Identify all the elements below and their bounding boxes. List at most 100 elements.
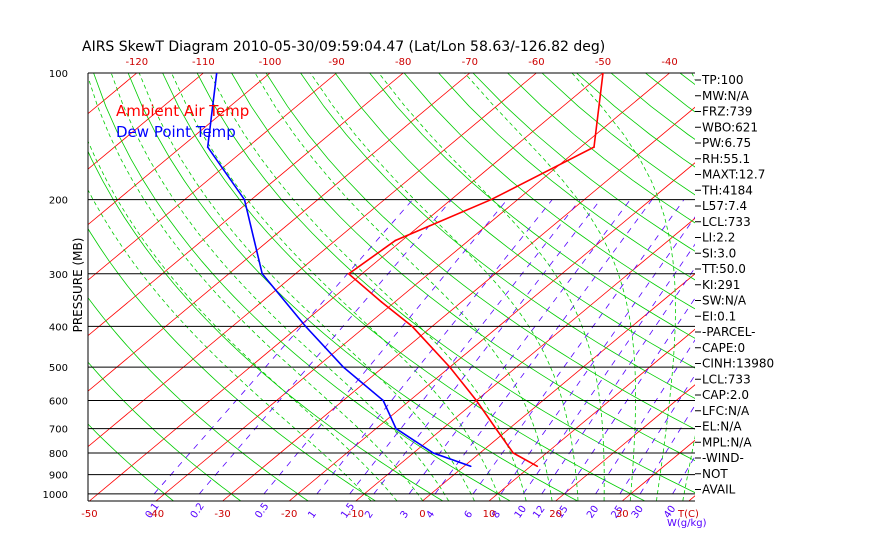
index-value: RH:55.1	[702, 152, 750, 166]
index-value: MW:N/A	[702, 89, 750, 103]
index-value: WBO:621	[702, 120, 758, 134]
dry-adiabat-line	[196, 73, 695, 494]
index-value: CAPE:0	[702, 341, 745, 355]
top-temperature-tick-label: -120	[125, 57, 148, 68]
moist-adiabat-line	[88, 140, 398, 501]
bottom-temperature-tick-label: 0	[419, 509, 425, 520]
mixing-ratio-line	[316, 199, 553, 495]
dew-point-point	[382, 399, 384, 402]
bottom-temperature-tick-label: -20	[281, 509, 297, 520]
dry-adiabat-line	[403, 73, 695, 310]
dry-adiabat-line	[88, 297, 309, 501]
moist-adiabat-line	[310, 73, 579, 501]
index-value: -WIND-	[702, 451, 744, 465]
index-value: TH:4184	[701, 183, 753, 197]
dry-adiabat-line	[93, 73, 511, 501]
air-temperature-point	[347, 272, 350, 275]
isotherm-line	[488, 328, 695, 501]
mixing-ratio-tick-label: 2	[363, 509, 376, 521]
moist-adiabat-line	[571, 73, 676, 501]
dry-adiabat-line	[162, 73, 646, 501]
dew-point-point	[342, 366, 345, 368]
pressure-tick-label: 300	[49, 270, 68, 281]
pressure-tick-label: 200	[49, 196, 68, 207]
mixing-ratio-tick-label: 1	[306, 509, 319, 521]
moist-adiabat-line	[682, 73, 695, 501]
air-temperature-point	[602, 73, 604, 74]
isotherm-line	[88, 73, 204, 170]
top-temperature-tick-label: -110	[192, 57, 215, 68]
index-value: SI:3.0	[702, 246, 736, 260]
dew-point-point	[395, 427, 397, 430]
index-value: LFC:N/A	[702, 404, 750, 418]
bottom-temperature-tick-label: -30	[214, 509, 230, 520]
moist-adiabat-line	[88, 189, 372, 501]
isotherm-line	[89, 73, 604, 501]
index-value: LCL:733	[702, 215, 751, 229]
air-temperature-point	[475, 399, 478, 402]
air-temperature-point	[394, 239, 397, 242]
top-temperature-tick-label: -70	[462, 57, 478, 68]
index-value: KI:291	[702, 278, 740, 292]
air-temperature-point	[495, 427, 497, 430]
air-temperature-profile	[347, 73, 604, 468]
bottom-temperature-tick-label: -50	[81, 509, 97, 520]
index-value: L57:7.4	[702, 199, 747, 213]
chart-title: AIRS SkewT Diagram 2010-05-30/09:59:04.4…	[82, 39, 605, 55]
index-value: EI:0.1	[702, 309, 736, 323]
mixing-ratio-tick-label: 4	[425, 509, 438, 521]
dew-point-point	[243, 198, 246, 201]
x-axis-label: T(C)	[677, 509, 699, 520]
index-value: CINH:13980	[702, 357, 774, 371]
isotherm-line	[155, 73, 670, 501]
moist-adiabat-line	[110, 73, 450, 501]
y-axis-label: PRESSURE (MB)	[71, 238, 85, 333]
dew-point-point	[215, 73, 218, 74]
index-value: -PARCEL-	[702, 325, 756, 339]
dew-point-profile	[206, 73, 471, 468]
isotherm-line	[88, 73, 271, 226]
dry-adiabat-line	[334, 73, 695, 369]
index-value: TT:50.0	[701, 262, 746, 276]
index-value: NOT	[702, 467, 728, 481]
pressure-tick-label: 700	[49, 425, 68, 436]
pressure-tick-label: 900	[49, 471, 68, 482]
air-temperature-point	[380, 301, 383, 303]
mixing-ratio-line	[349, 199, 581, 495]
mixing-ratio-line	[373, 199, 601, 495]
moist-adiabat-line	[88, 75, 424, 501]
pressure-tick-label: 1000	[43, 490, 68, 501]
dry-adiabat-line	[472, 73, 695, 252]
top-temperature-tick-label: -90	[328, 57, 344, 68]
index-value: FRZ:739	[702, 105, 752, 119]
air-temperature-point	[593, 146, 595, 148]
index-value: TP:100	[701, 73, 744, 87]
isotherm-line	[355, 217, 695, 501]
moist-adiabat-line	[464, 73, 637, 501]
bottom-temperature-tick-label: 30	[616, 509, 629, 520]
mixing-ratio-line	[153, 199, 413, 495]
top-temperature-tick-label: -100	[259, 57, 282, 68]
air-temperature-point	[512, 452, 515, 454]
mixing-ratio-tick-label: 8	[490, 509, 503, 521]
dry-adiabat-line	[88, 423, 174, 501]
moist-adiabat-line	[378, 73, 605, 501]
isotherm-line	[288, 162, 695, 501]
top-temperature-tick-label: -40	[661, 57, 677, 68]
dry-adiabat-line	[88, 361, 242, 501]
dry-adiabat-line	[265, 73, 695, 430]
index-value: CAP:2.0	[702, 388, 749, 402]
isotherm-line	[555, 384, 695, 501]
mixing-ratio-line	[263, 199, 508, 495]
dry-adiabat-line	[231, 73, 695, 462]
pressure-tick-label: 600	[49, 396, 68, 407]
isotherm-line	[422, 273, 695, 501]
top-temperature-tick-label: -50	[595, 57, 611, 68]
air-temperature-point	[411, 325, 413, 328]
mixing-ratio-unit-label: W(g/kg)	[667, 518, 707, 529]
dew-point-point	[432, 452, 435, 454]
index-value: MAXT:12.7	[702, 168, 765, 182]
mixing-ratio-tick-label: 3	[399, 509, 412, 521]
dew-point-point	[304, 325, 307, 328]
dew-point-point	[261, 272, 263, 275]
